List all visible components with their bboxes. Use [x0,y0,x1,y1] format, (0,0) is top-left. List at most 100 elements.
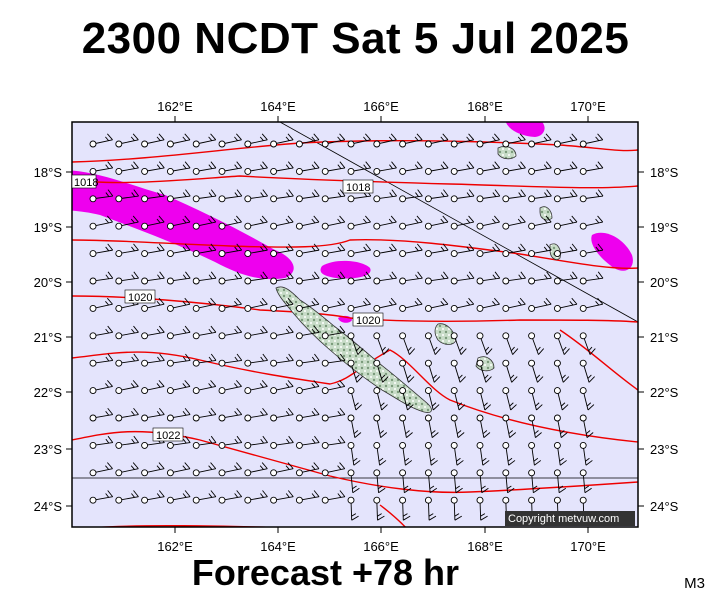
wind-barb [141,490,165,504]
wind-barb [450,189,475,203]
wind-barb [295,435,320,449]
wind-barb [270,407,294,422]
isobar-10 [559,329,638,391]
wind-barb [450,414,465,438]
wind-barb [528,414,542,438]
wind-barb [476,387,492,411]
longitude-label-top: 170°E [570,99,606,114]
wind-barb [399,332,416,355]
wind-barb [399,297,423,312]
wind-barb [502,387,517,411]
wind-barb [450,387,466,411]
wind-barb [347,215,371,230]
wind-barb [579,332,596,355]
wind-barb [476,332,493,355]
wind-barb [579,161,604,175]
wind-barb [553,414,568,438]
wind-barb [502,414,517,438]
wind-barb [192,215,217,230]
wind-barb [502,161,526,175]
latitude-label-right: 22°S [650,385,679,400]
wind-barb [321,380,346,395]
wind-barb [553,297,578,312]
wind-barb [270,215,294,230]
wind-barb [424,243,449,258]
wind-barb [347,271,372,285]
wind-barb [347,161,372,175]
wind-barb [89,353,114,367]
wind-barb [218,297,242,312]
isobar-4 [72,295,638,323]
wind-barb [450,469,463,494]
wind-barb [476,469,489,494]
wind-barb [528,332,545,355]
wind-barb [424,496,437,521]
wind-barb [553,215,578,230]
wind-barb [424,297,449,312]
svg-text:1020: 1020 [356,315,380,327]
wind-barb [450,243,475,258]
wind-barb [218,161,243,175]
isobar-5 [72,349,638,443]
wind-barb [218,271,243,285]
wind-barb [321,271,346,285]
wind-barb [553,359,570,383]
wind-barb [192,133,217,148]
wind-barb [399,243,423,258]
wind-barb [502,271,526,285]
longitude-label-top: 166°E [363,99,399,114]
wind-barb [399,441,413,466]
map-frame [71,121,639,528]
wind-barb [579,387,595,411]
wind-barb [218,380,242,395]
wind-barb [115,325,139,340]
wind-barb [166,297,191,312]
wind-barb [373,189,397,203]
wind-barb [502,469,515,494]
wind-barb [450,271,475,285]
wind-barb [89,271,114,285]
longitude-label-bottom: 168°E [467,539,503,554]
wind-barb [115,462,139,477]
wind-barb [295,353,320,367]
wind-barb [295,462,320,477]
wind-barb [373,414,388,438]
wind-barb [553,161,578,175]
wind-barb [424,215,449,230]
latitude-label-right: 24°S [650,499,679,514]
svg-text:Copyright metvuw.com: Copyright metvuw.com [508,513,619,525]
wind-barb [424,359,441,383]
wind-barb [476,161,501,175]
wind-barb [321,297,346,312]
wind-barb [192,325,217,340]
wind-barb [373,332,390,355]
wind-barb [295,133,320,148]
wind-barb [115,380,139,395]
wind-barb [502,297,526,312]
wind-barb [424,161,449,175]
wind-barb [192,297,217,312]
wind-barb [218,353,243,367]
wind-barb [244,435,268,449]
wind-barb [321,407,346,422]
wind-barb [270,380,294,395]
isobar-label-4: 1020 [352,312,384,327]
wind-barb [373,469,386,494]
wind-barb [89,490,114,504]
wind-barb [528,133,552,148]
wind-barb [244,189,268,203]
wind-barb [192,407,217,422]
latitude-label-right: 21°S [650,330,679,345]
wind-barb [166,215,191,230]
wind-barb [141,133,165,148]
longitude-ticks-bottom: 162°E 164°E 166°E 168°E 170°E [157,527,606,554]
wind-barb [476,243,501,258]
wind-barb [321,435,346,449]
wind-barb [89,133,113,148]
wind-barb [553,469,567,494]
wind-barb [424,133,449,148]
wind-barb [89,297,113,312]
wind-barb [450,441,464,466]
wind-barb [476,189,501,203]
wind-barb [347,496,359,521]
